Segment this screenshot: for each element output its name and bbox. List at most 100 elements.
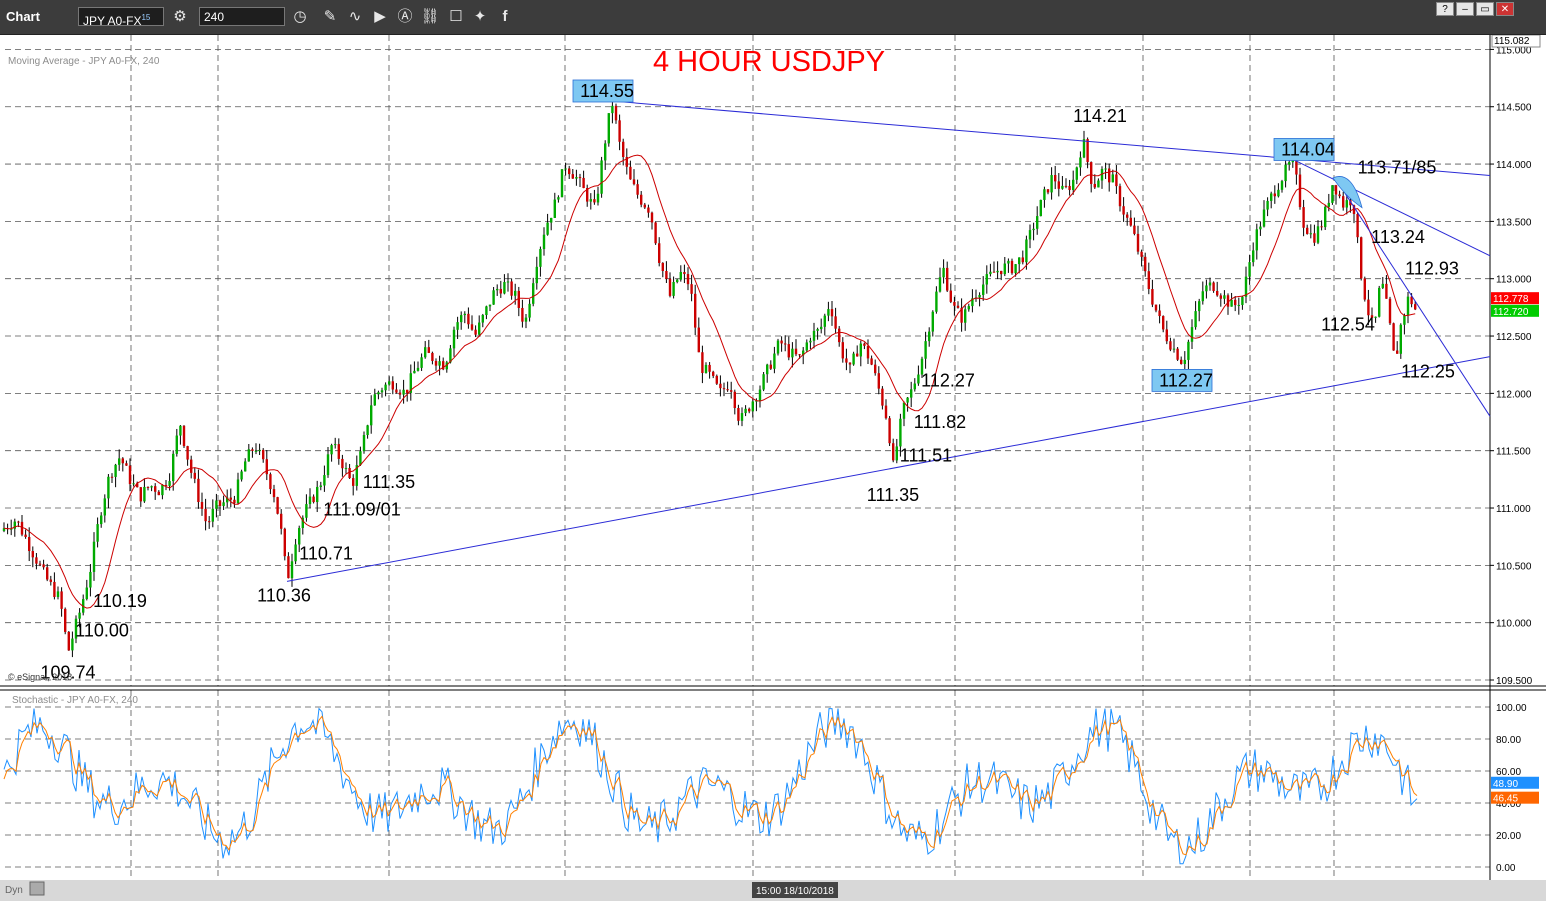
lock-icon[interactable] — [29, 881, 45, 896]
candle-body — [341, 458, 344, 469]
candle-body — [701, 352, 704, 374]
candle-body — [1122, 206, 1125, 215]
facebook-icon[interactable]: f — [502, 8, 508, 25]
candle-body — [589, 199, 592, 202]
price-annotation: 109.74 — [40, 662, 95, 682]
price-annotation: 112.27 — [921, 370, 975, 390]
candle-body — [118, 458, 121, 465]
candle-body — [956, 305, 960, 308]
candle-body — [539, 249, 542, 267]
candle-body — [1018, 257, 1021, 265]
candle-body — [96, 524, 99, 542]
candle-body — [492, 290, 495, 305]
candle-body — [175, 435, 178, 454]
candle-body — [1244, 276, 1248, 297]
candle-body — [1046, 189, 1050, 193]
candle-body — [1410, 296, 1413, 305]
price-tick-label: 111.500 — [1496, 447, 1531, 458]
candle-body — [143, 486, 146, 502]
chart-title: 4 HOUR USDJPY — [653, 46, 885, 78]
price-tick-label: 113.500 — [1496, 217, 1532, 228]
candle-body — [438, 361, 441, 366]
candle-body — [625, 157, 628, 167]
candle-body — [247, 449, 250, 462]
candle-body — [1403, 315, 1406, 325]
candle-body — [1086, 139, 1089, 163]
alert-icon[interactable]: Ⓐ — [397, 8, 413, 25]
candle-body — [654, 222, 657, 244]
stochastic-tick-label: 40.00 — [1496, 799, 1521, 810]
candle-body — [1259, 226, 1262, 230]
twitter-icon[interactable]: ✦ — [473, 8, 487, 25]
candle-body — [967, 306, 970, 310]
candle-body — [636, 184, 639, 195]
candle-body — [1043, 189, 1046, 200]
candle-body — [686, 274, 690, 285]
candle-body — [474, 329, 477, 335]
price-tick-label: 112.500 — [1496, 332, 1532, 343]
candle-body — [805, 342, 808, 351]
candle-body — [1284, 164, 1287, 182]
candle-body — [888, 418, 891, 444]
chat-icon[interactable]: ☐ — [449, 8, 463, 25]
candle-body — [780, 340, 783, 344]
candle-body — [488, 304, 492, 307]
play-icon[interactable]: ▶ — [374, 8, 386, 25]
top-price-label: 115.082 — [1494, 36, 1530, 47]
candle-body — [100, 515, 103, 525]
candle-body — [550, 217, 553, 223]
candle-body — [996, 270, 999, 273]
candle-body — [467, 313, 470, 325]
maximize-button[interactable]: ▭ — [1476, 2, 1494, 16]
help-button[interactable]: ? — [1436, 2, 1454, 16]
symbol-field[interactable]: JPY A0-FX15 — [78, 7, 164, 28]
candle-body — [301, 517, 304, 529]
candle-body — [478, 322, 481, 335]
candle-body — [1039, 199, 1042, 217]
candle-body — [1032, 228, 1035, 231]
curve-icon[interactable]: ∿ — [348, 8, 362, 25]
candle-body — [258, 449, 261, 451]
candle-body — [1327, 202, 1330, 207]
candle-body — [1313, 233, 1316, 243]
last-price-box — [1491, 292, 1539, 305]
chart-area[interactable]: 115.000 114.500 114.000 113.500 113.000 112.5… — [0, 35, 1546, 901]
candle-body — [600, 160, 603, 194]
candle-body — [719, 383, 722, 389]
close-button[interactable]: ✕ — [1496, 2, 1514, 16]
minimize-button[interactable]: – — [1456, 2, 1474, 16]
candle-body — [150, 486, 153, 488]
candle-body — [607, 113, 610, 144]
candle-body — [17, 521, 20, 523]
candle-body — [766, 364, 769, 375]
candle-body — [809, 340, 812, 343]
candle-body — [161, 484, 164, 496]
candle-body — [1306, 227, 1309, 234]
candle-body — [622, 141, 625, 158]
stochastic-last-label: 46.45 — [1493, 794, 1518, 805]
candle-body — [42, 564, 45, 568]
candle-body — [1216, 290, 1219, 296]
candle-body — [272, 489, 276, 498]
candle-body — [1414, 304, 1417, 310]
candle-body — [10, 528, 13, 530]
pencil-icon[interactable]: ✎ — [323, 8, 337, 25]
candle-body — [251, 449, 254, 451]
candle-body — [762, 374, 765, 390]
crosshair-time-box — [752, 882, 838, 898]
settings-icon[interactable]: ⚙ — [173, 8, 187, 25]
link-icon[interactable]: ⛓ — [420, 8, 440, 25]
interval-field[interactable]: 240 — [199, 7, 285, 26]
candle-body — [568, 168, 571, 175]
candle-body — [614, 105, 618, 121]
last-price-label: 112.778 — [1493, 294, 1529, 305]
candle-body — [139, 487, 142, 502]
annotation-box — [1151, 369, 1213, 392]
candle-body — [1230, 299, 1233, 307]
candle-body — [647, 207, 650, 213]
clock-icon[interactable]: ◷ — [293, 8, 307, 25]
candle-body — [830, 309, 834, 317]
candle-body — [838, 328, 841, 343]
candle-body — [733, 391, 736, 409]
price-tick-label: 113.000 — [1496, 275, 1532, 286]
